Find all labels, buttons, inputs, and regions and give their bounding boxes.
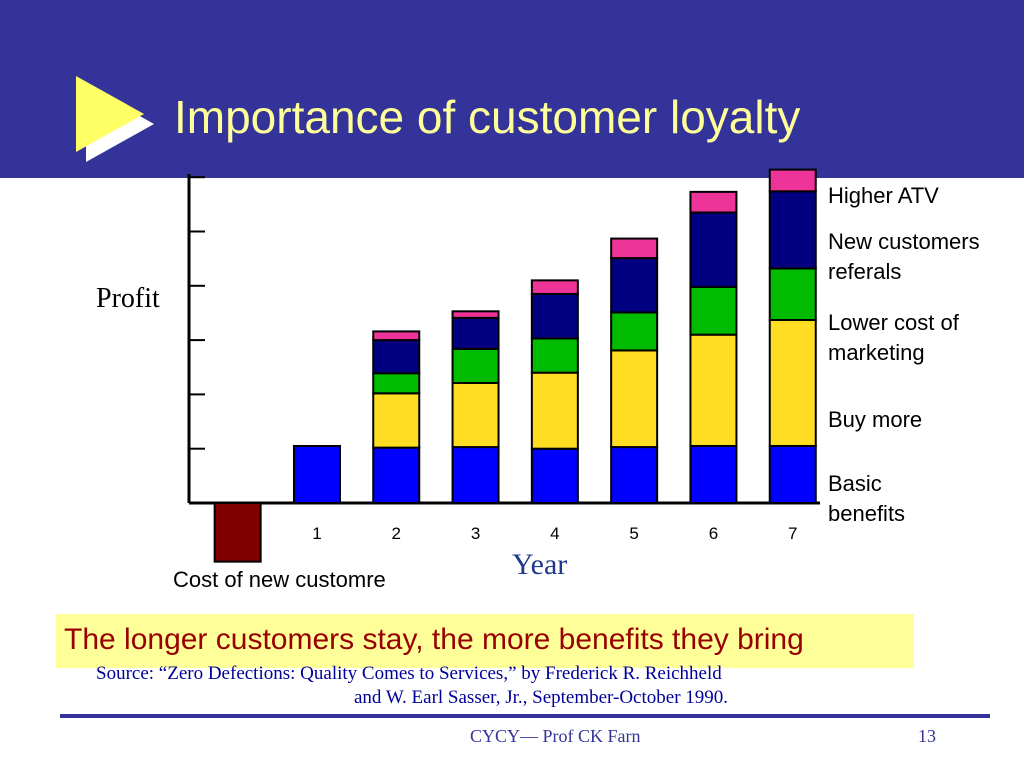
bar-segment-basic-benefits bbox=[292, 444, 341, 504]
legend-label-basic-benefits: Basic benefits bbox=[828, 469, 1018, 529]
bar-segment-lower-cost-of-marketing bbox=[689, 285, 738, 336]
bar-segment-buy-more bbox=[451, 381, 500, 449]
legend-label-line: Lower cost of bbox=[828, 310, 959, 335]
bar-segment-buy-more bbox=[530, 371, 579, 450]
bar-segment-basic-benefits bbox=[768, 444, 817, 504]
x-axis-label: Year bbox=[512, 548, 568, 581]
bar-segment-lower-cost-of-marketing bbox=[372, 372, 421, 395]
legend-label-line: New customers bbox=[828, 229, 980, 254]
bar-segment-higher-atv bbox=[530, 279, 579, 295]
bar-segment-buy-more bbox=[610, 349, 659, 449]
bar-segment-new-customers-referals bbox=[372, 339, 421, 375]
bar-segment-lower-cost-of-marketing bbox=[451, 347, 500, 384]
bar-segment-higher-atv bbox=[689, 190, 738, 214]
footer-text: CYCY— Prof CK Farn bbox=[470, 726, 641, 746]
legend-label-higher-atv: Higher ATV bbox=[828, 181, 1018, 211]
legend-label-line: Higher ATV bbox=[828, 183, 939, 208]
x-tick-label: 6 bbox=[709, 524, 718, 543]
legend-label-line: marketing bbox=[828, 340, 925, 365]
source-citation-line-2: and W. Earl Sasser, Jr., September-Octob… bbox=[354, 687, 729, 708]
legend-label-lower-cost: Lower cost of marketing bbox=[828, 308, 1018, 368]
bar-segment-buy-more bbox=[689, 333, 738, 447]
bar-segment-buy-more bbox=[372, 392, 421, 449]
x-tick-label: 5 bbox=[629, 524, 638, 543]
cost-of-new-customer-label: Cost of new customre bbox=[173, 567, 386, 592]
legend-label-new-customers: New customers referals bbox=[828, 227, 1018, 287]
bar-segment-basic-benefits bbox=[689, 444, 738, 504]
bar-segment-higher-atv bbox=[610, 237, 659, 260]
bar-segment-basic-benefits bbox=[372, 446, 421, 505]
x-tick-label: 1 bbox=[312, 524, 321, 543]
bar-segment-basic-benefits bbox=[610, 446, 659, 505]
slide-title: Importance of customer loyalty bbox=[174, 91, 801, 143]
page-number: 13 bbox=[918, 726, 936, 746]
bar-segment-basic-benefits bbox=[451, 446, 500, 505]
bar-segment-new-customers-referals bbox=[689, 211, 738, 288]
bar-segment-higher-atv bbox=[451, 310, 500, 319]
bar-segment-lower-cost-of-marketing bbox=[768, 267, 817, 322]
legend-label-line: Buy more bbox=[828, 407, 923, 432]
bar-segment-basic-benefits bbox=[530, 447, 579, 505]
legend-label-line: benefits bbox=[828, 501, 906, 526]
bar-segment-new-customers-referals bbox=[610, 257, 659, 314]
stacked-bar-chart: 1 2 3 4 5 6 7 bbox=[187, 168, 820, 563]
legend-label-buy-more: Buy more bbox=[828, 405, 1018, 435]
x-tick-label: 7 bbox=[788, 524, 797, 543]
x-tick-label: 2 bbox=[392, 524, 401, 543]
bar-segment-cost-of-new-customer bbox=[213, 502, 262, 563]
legend-label-line: referals bbox=[828, 259, 902, 284]
bar-segment-lower-cost-of-marketing bbox=[610, 311, 659, 352]
title-bar bbox=[0, 0, 1024, 178]
x-tick-label: 3 bbox=[471, 524, 480, 543]
source-citation-line-1: Source: “Zero Defections: Quality Comes … bbox=[96, 663, 722, 684]
y-axis-label: Profit bbox=[96, 283, 160, 314]
bar-segment-new-customers-referals bbox=[768, 190, 817, 270]
bar-segment-buy-more bbox=[768, 319, 817, 447]
conclusion-banner: The longer customers stay, the more bene… bbox=[56, 614, 914, 668]
bar-segment-higher-atv bbox=[372, 330, 421, 342]
bar-segment-new-customers-referals bbox=[451, 316, 500, 350]
bar-segment-higher-atv bbox=[768, 168, 817, 193]
legend-label-line: Basic bbox=[828, 471, 882, 496]
x-tick-label: 4 bbox=[550, 524, 559, 543]
bar-segment-new-customers-referals bbox=[530, 292, 579, 340]
play-arrow-icon bbox=[76, 76, 154, 162]
footer-divider bbox=[60, 714, 990, 718]
bar-segment-lower-cost-of-marketing bbox=[530, 337, 579, 374]
